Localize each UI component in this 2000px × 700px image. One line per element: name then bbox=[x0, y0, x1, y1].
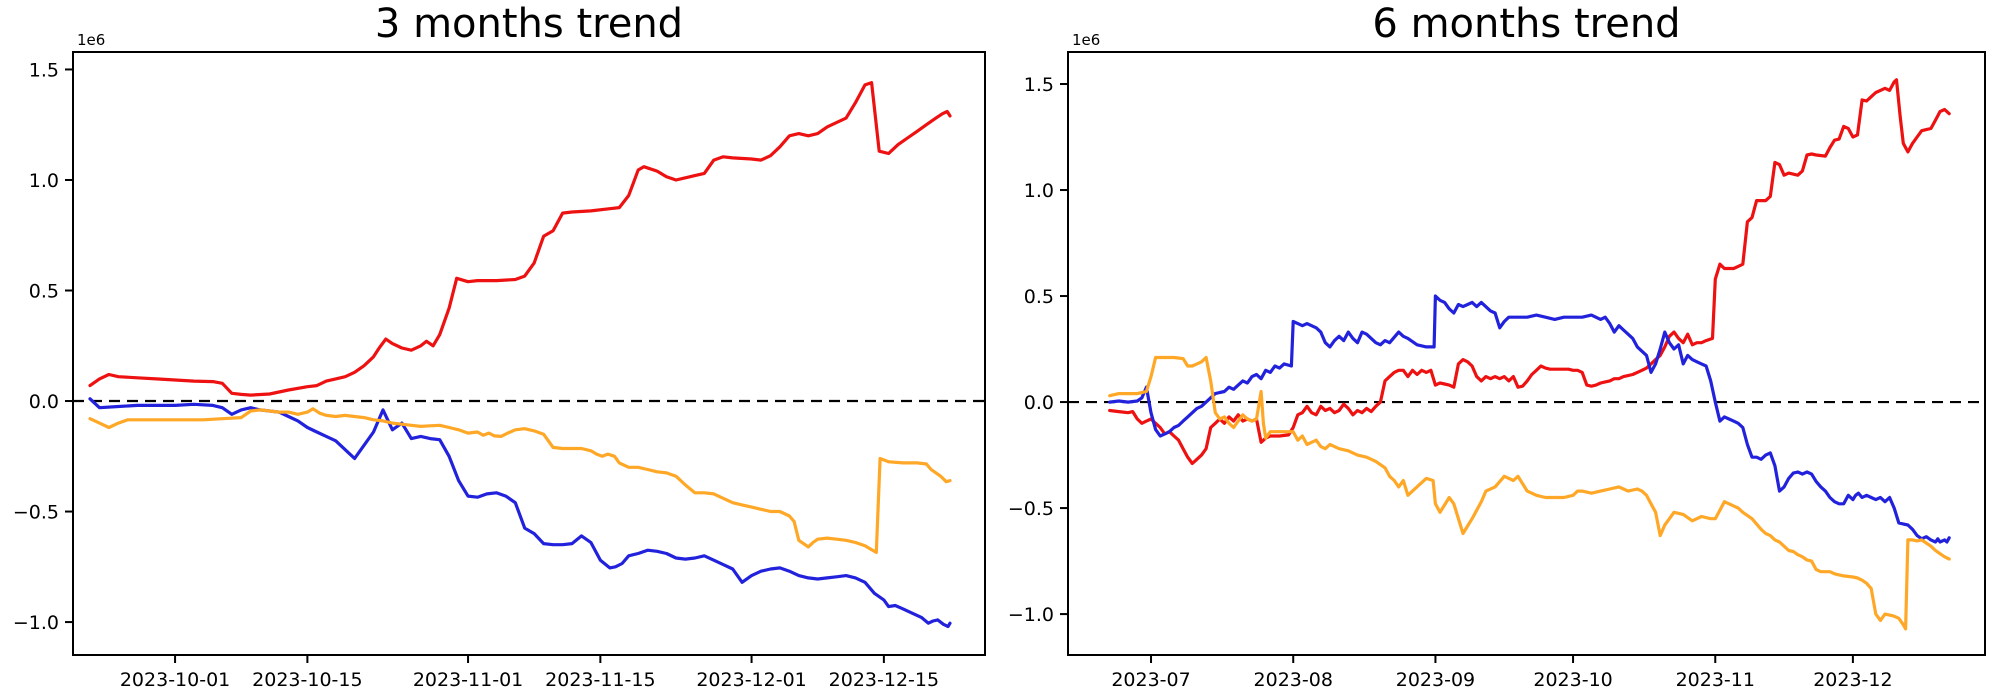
series-line-blue bbox=[88, 397, 952, 629]
y-tick-label: 1.0 bbox=[1024, 180, 1054, 202]
y-tick-label: 0.0 bbox=[29, 391, 59, 413]
series-line-orange bbox=[1108, 355, 1951, 631]
y-offset-label: 1e6 bbox=[1072, 31, 1100, 49]
y-tick-label: −0.5 bbox=[13, 502, 59, 524]
x-tick-label: 2023-11-15 bbox=[545, 669, 655, 691]
y-tick-label: 0.5 bbox=[29, 281, 59, 303]
x-tick-label: 2023-10-01 bbox=[120, 669, 230, 691]
y-offset-label: 1e6 bbox=[77, 31, 105, 49]
axes-box bbox=[1067, 51, 1986, 656]
series-line-red bbox=[1108, 78, 1951, 466]
y-tick-label: 1.5 bbox=[29, 59, 59, 81]
x-tick-label: 2023-09 bbox=[1396, 669, 1475, 691]
x-tick-label: 2023-11-01 bbox=[413, 669, 523, 691]
x-tick-label: 2023-12-15 bbox=[829, 669, 939, 691]
chart-title-6-months: 6 months trend bbox=[1372, 1, 1681, 47]
x-tick-label: 2023-12 bbox=[1813, 669, 1892, 691]
x-tick-label: 2023-08 bbox=[1254, 669, 1333, 691]
x-tick-label: 2023-10 bbox=[1533, 669, 1612, 691]
y-tick-label: 0.0 bbox=[1024, 392, 1054, 414]
axes-box bbox=[72, 51, 986, 656]
y-tick-label: 0.5 bbox=[1024, 286, 1054, 308]
series-line-red bbox=[88, 81, 952, 397]
x-tick-label: 2023-12-01 bbox=[696, 669, 806, 691]
series-line-blue bbox=[1108, 294, 1951, 544]
y-tick-label: 1.5 bbox=[1024, 74, 1054, 96]
y-tick-label: 1.0 bbox=[29, 170, 59, 192]
chart-title-3-months: 3 months trend bbox=[374, 1, 684, 47]
y-tick-label: −1.0 bbox=[1008, 604, 1054, 626]
x-tick-label: 2023-10-15 bbox=[252, 669, 362, 691]
y-tick-label: −1.0 bbox=[13, 612, 59, 634]
series-line-orange bbox=[88, 407, 952, 555]
x-tick-label: 2023-07 bbox=[1111, 669, 1190, 691]
x-tick-label: 2023-11 bbox=[1676, 669, 1755, 691]
y-tick-label: −0.5 bbox=[1008, 498, 1054, 520]
